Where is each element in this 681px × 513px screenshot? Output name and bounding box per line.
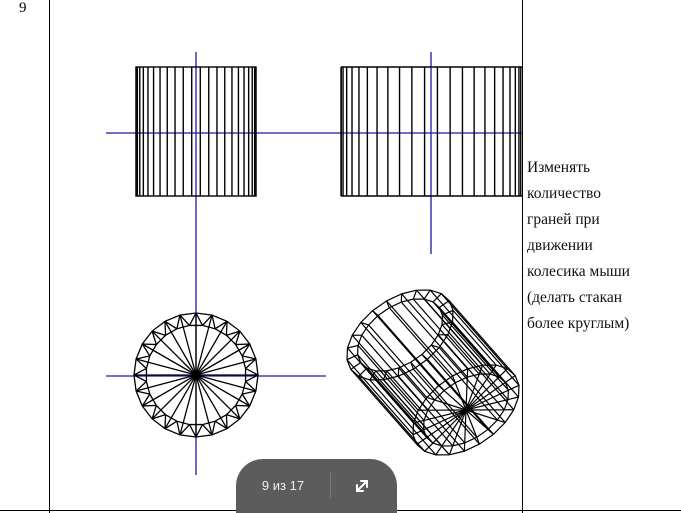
note-line: колесика мыши bbox=[527, 263, 630, 280]
note-line: движении bbox=[527, 237, 593, 254]
front-view-cylinder bbox=[135, 66, 257, 197]
note-line: (делать стакан bbox=[527, 289, 623, 306]
note-line: более круглым) bbox=[527, 315, 630, 332]
cylinder-wireframe-drawing bbox=[106, 52, 523, 475]
row-number: 9 bbox=[19, 0, 27, 16]
note-line: количество bbox=[527, 185, 601, 202]
side-view-cylinder bbox=[340, 66, 522, 197]
table-middle-border bbox=[522, 0, 523, 513]
note-line: Изменять bbox=[527, 159, 591, 176]
note-line: граней при bbox=[527, 211, 600, 228]
note-text: Изменять количество граней при движении … bbox=[527, 155, 677, 337]
table-left-border bbox=[49, 0, 50, 513]
page-counter: 9 из 17 bbox=[261, 478, 305, 493]
image-viewer-controls: 9 из 17 bbox=[236, 459, 397, 513]
expand-diagonal-icon[interactable] bbox=[348, 472, 376, 500]
divider bbox=[330, 472, 331, 498]
top-view-polygon bbox=[133, 312, 259, 438]
isometric-cylinder bbox=[346, 289, 520, 456]
